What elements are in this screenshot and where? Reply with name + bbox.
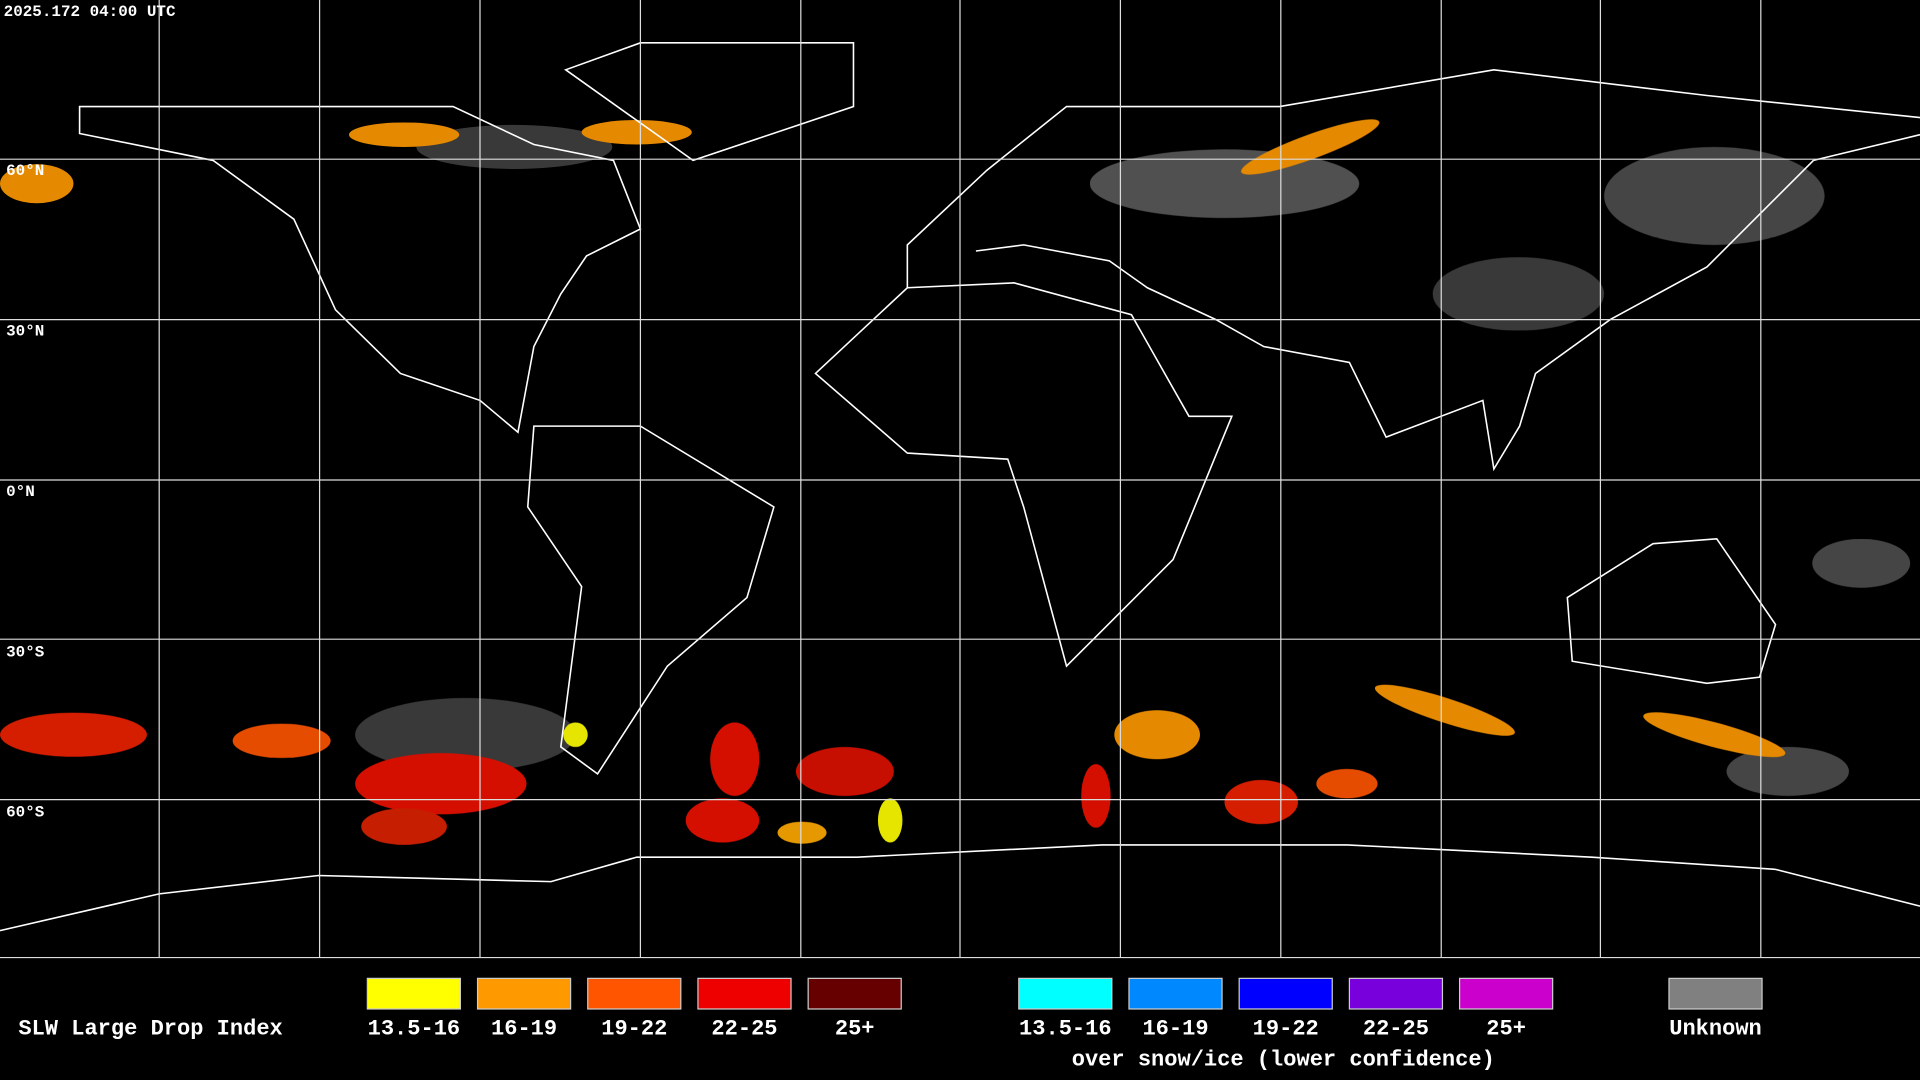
- legend-swatch: [697, 977, 792, 1010]
- legend-swatch: [807, 977, 902, 1010]
- legend-swatch: [587, 977, 682, 1010]
- coastlines: [0, 42, 1920, 932]
- legend-swatch: [476, 977, 572, 1010]
- legend-label: 25+: [835, 1017, 875, 1042]
- latitude-label: 30°S: [6, 643, 45, 661]
- legend-label: Unknown: [1669, 1017, 1762, 1042]
- legend-note: over snow/ice (lower confidence): [1072, 1047, 1495, 1072]
- legend-label: 19-22: [601, 1017, 667, 1042]
- legend-label: 13.5-16: [368, 1017, 461, 1042]
- legend-swatch: [366, 977, 462, 1010]
- graticule: [0, 0, 1920, 959]
- legend-swatch: [1018, 977, 1113, 1010]
- latitude-label: 30°N: [6, 323, 44, 341]
- legend-label: 16-19: [1142, 1017, 1208, 1042]
- legend-swatch: [1128, 977, 1223, 1010]
- legend-label: 22-25: [1363, 1017, 1429, 1042]
- timestamp: 2025.172 04:00 UTC: [4, 3, 176, 21]
- map: 2025.172 04:00 UTC 60°N 30°N 0°N 30°S 60°S: [0, 0, 1920, 959]
- legend-swatch: [1458, 977, 1554, 1010]
- legend-swatch: [1668, 977, 1763, 1010]
- legend-title: SLW Large Drop Index: [18, 1017, 282, 1042]
- legend-label: 22-25: [711, 1017, 777, 1042]
- legend-label: 13.5-16: [1019, 1017, 1112, 1042]
- legend-swatch: [1348, 977, 1444, 1010]
- cloud-fields: [0, 119, 1911, 845]
- legend-label: 25+: [1486, 1017, 1526, 1042]
- latitude-label: 60°N: [6, 162, 44, 180]
- legend: SLW Large Drop Index 13.5-16 16-19 19-22 22…: [18, 977, 1763, 1072]
- legend-label: 16-19: [491, 1017, 557, 1042]
- legend-swatch: [1238, 977, 1333, 1010]
- legend-label: 19-22: [1253, 1017, 1319, 1042]
- latitude-label: 0°N: [6, 483, 35, 501]
- latitude-label: 60°S: [6, 804, 45, 822]
